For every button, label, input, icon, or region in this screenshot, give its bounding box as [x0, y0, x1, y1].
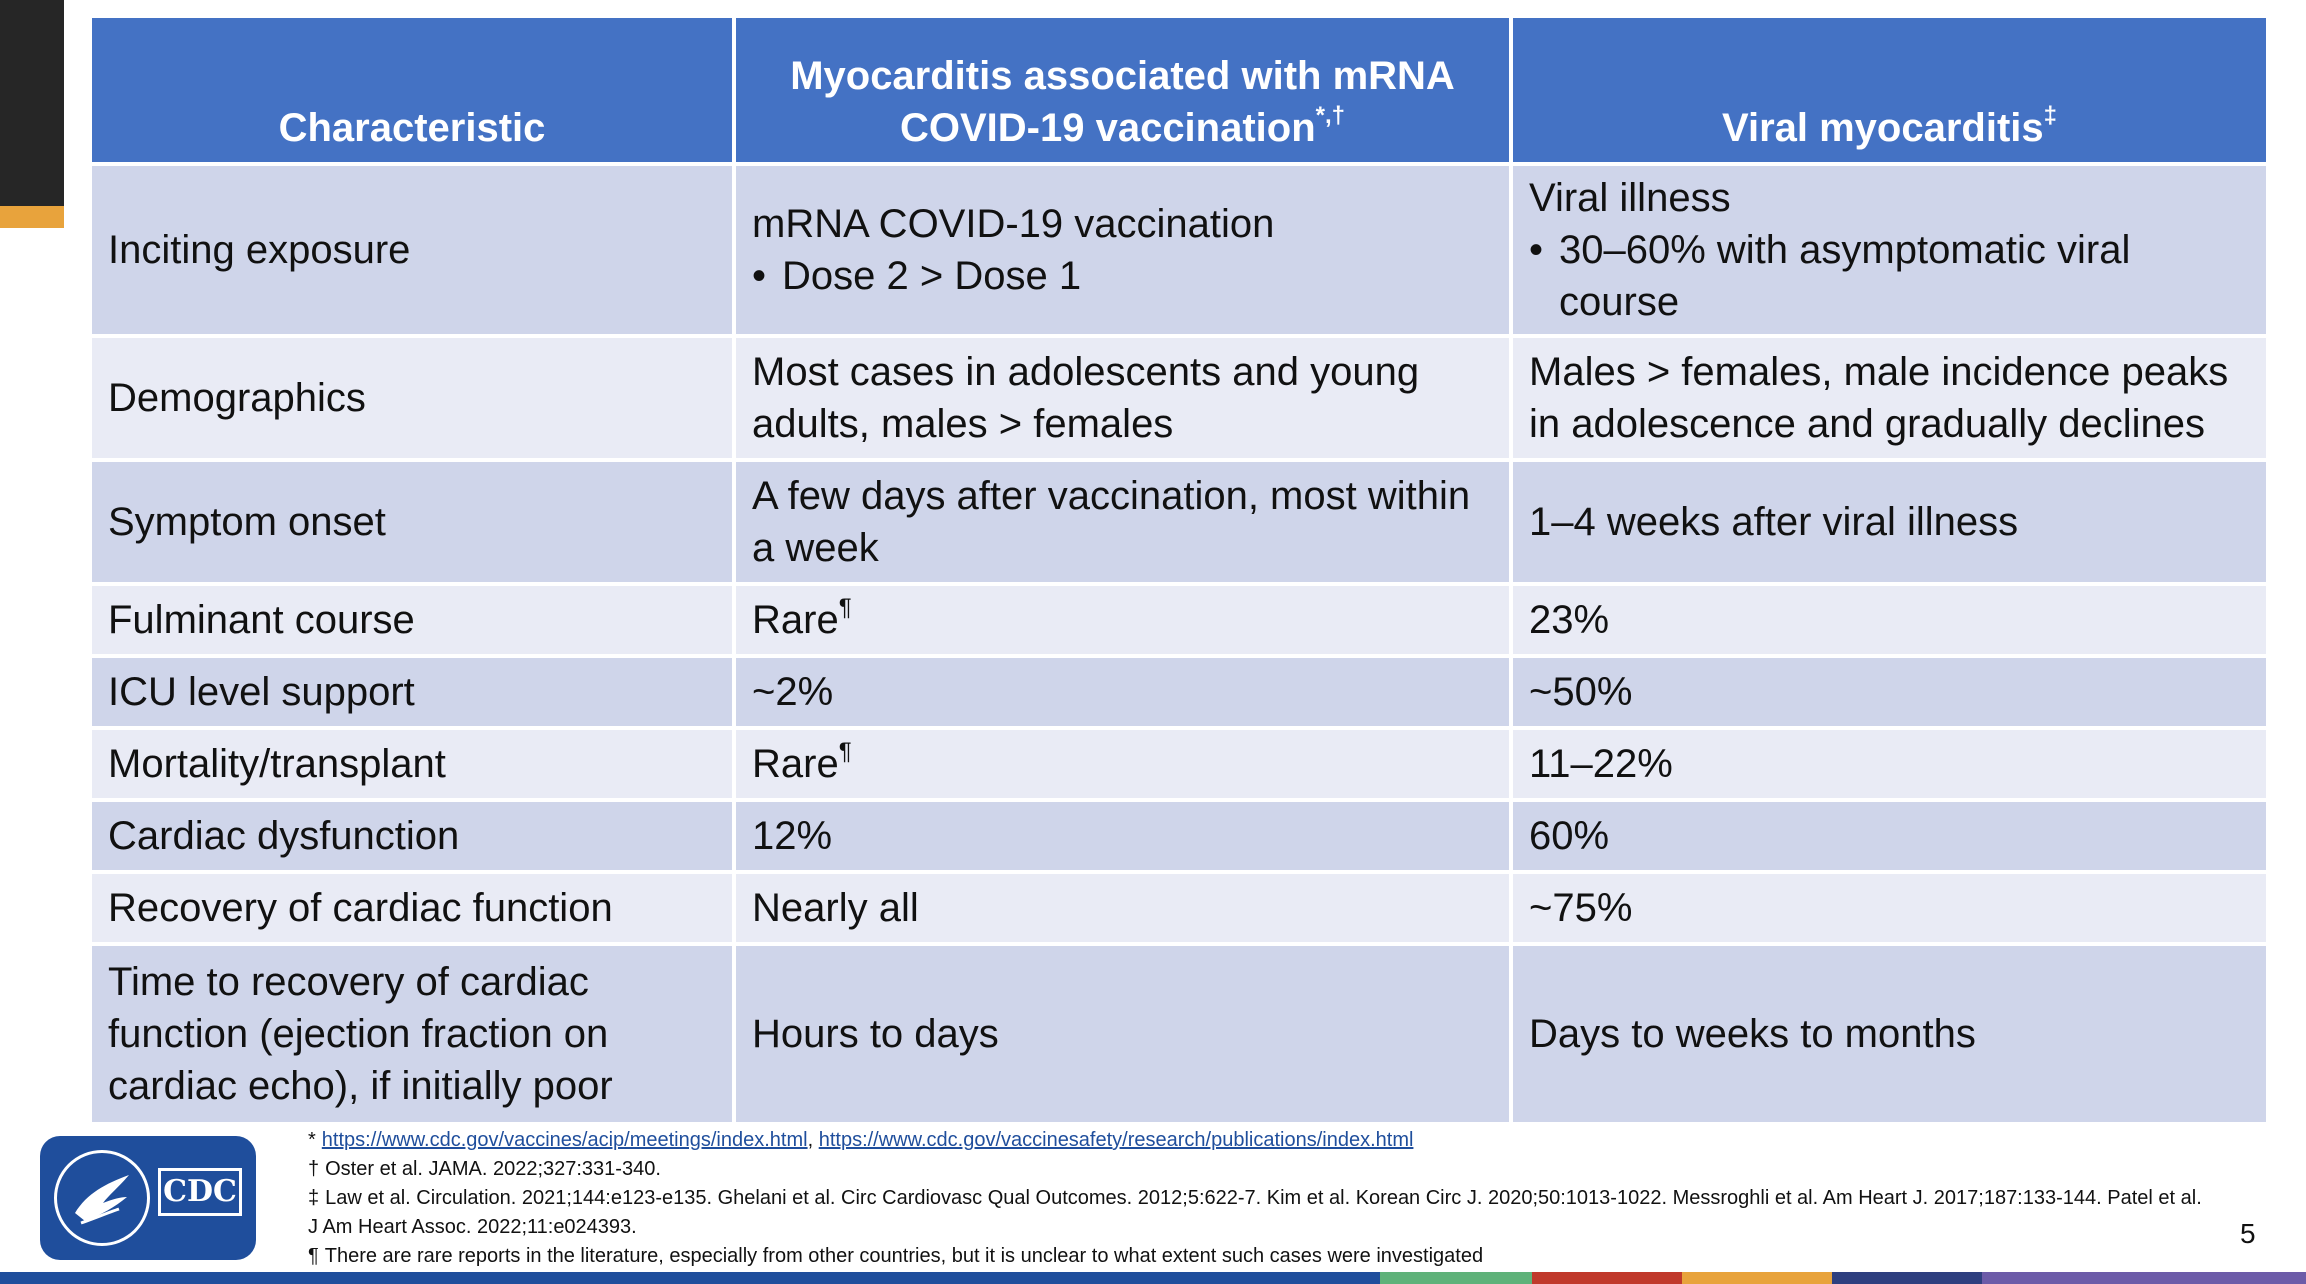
- cell-viral: 60%: [1509, 798, 2270, 874]
- footnote-mark: *: [308, 1129, 316, 1151]
- header-viral-sup: ‡: [2043, 101, 2057, 129]
- table-row: Symptom onset A few days after vaccinati…: [88, 458, 2270, 586]
- header-vaccine-sup: *,†: [1315, 101, 1346, 129]
- footnote-mark: ‡: [308, 1187, 320, 1209]
- hhs-seal-icon: [54, 1150, 150, 1246]
- header-characteristic: Characteristic: [88, 14, 736, 166]
- table-row: Cardiac dysfunction 12% 60%: [88, 798, 2270, 874]
- table-row: Inciting exposure mRNA COVID-19 vaccinat…: [88, 162, 2270, 338]
- bottom-bar-segment: [1982, 1272, 2306, 1284]
- cell-vaccine: Nearly all: [732, 870, 1513, 946]
- bottom-bar-segment: [1532, 1272, 1682, 1284]
- cell-viral-bullets: 30–60% with asymptomatic viral course: [1529, 224, 2250, 328]
- cell-characteristic: Cardiac dysfunction: [88, 798, 736, 874]
- cell-characteristic: Demographics: [88, 334, 736, 462]
- comparison-table: Characteristic Myocarditis associated wi…: [88, 14, 2270, 1126]
- header-row: Characteristic Myocarditis associated wi…: [88, 14, 2270, 166]
- footnote-mark: ¶: [308, 1245, 319, 1267]
- cell-characteristic: Symptom onset: [88, 458, 736, 586]
- header-viral-label: Viral myocarditis: [1722, 106, 2044, 150]
- footnotes: * https://www.cdc.gov/vaccines/acip/meeti…: [308, 1126, 2208, 1271]
- cell-characteristic: Inciting exposure: [88, 162, 736, 338]
- cell-viral: Males > females, male incidence peaks in…: [1509, 334, 2270, 462]
- table-row: Time to recovery of cardiac function (ej…: [88, 942, 2270, 1126]
- cell-vaccine-main: mRNA COVID-19 vaccination: [752, 202, 1275, 246]
- footnote-separator: ,: [807, 1129, 814, 1151]
- cell-vaccine: Hours to days: [732, 942, 1513, 1126]
- cell-characteristic: Recovery of cardiac function: [88, 870, 736, 946]
- cell-characteristic: Fulminant course: [88, 582, 736, 658]
- cell-viral-main: Viral illness: [1529, 176, 1731, 220]
- footnote-text: Law et al. Circulation. 2021;144:e123-e1…: [308, 1187, 2202, 1238]
- footnote-mark: †: [308, 1158, 320, 1180]
- cell-vaccine-bullets: Dose 2 > Dose 1: [752, 250, 1493, 302]
- cell-vaccine-sup: ¶: [838, 593, 852, 621]
- cell-vaccine-text: Rare: [752, 598, 839, 642]
- footnote-link-acip[interactable]: https://www.cdc.gov/vaccines/acip/meetin…: [321, 1129, 808, 1151]
- footnote-3: ‡ Law et al. Circulation. 2021;144:e123-e…: [308, 1184, 2208, 1242]
- footnote-1: * https://www.cdc.gov/vaccines/acip/meeti…: [308, 1126, 2208, 1155]
- cell-viral: 23%: [1509, 582, 2270, 658]
- cell-vaccine: mRNA COVID-19 vaccination Dose 2 > Dose …: [732, 162, 1513, 338]
- cdc-wordmark: CDC: [158, 1168, 242, 1216]
- cell-characteristic: Time to recovery of cardiac function (ej…: [88, 942, 736, 1126]
- cell-vaccine: Rare¶: [732, 726, 1513, 802]
- sidebar-accent-dark: [0, 0, 64, 206]
- cell-vaccine-sup: ¶: [838, 737, 852, 765]
- cell-viral: Days to weeks to months: [1509, 942, 2270, 1126]
- sidebar-accent-gold: [0, 206, 64, 228]
- cell-viral: 11–22%: [1509, 726, 2270, 802]
- header-vaccine: Myocarditis associated with mRNA COVID-1…: [732, 14, 1513, 166]
- cell-vaccine: A few days after vaccination, most withi…: [732, 458, 1513, 586]
- footnote-link-vaccinesafety[interactable]: https://www.cdc.gov/vaccinesafety/resear…: [818, 1129, 1414, 1151]
- table-row: Recovery of cardiac function Nearly all …: [88, 870, 2270, 946]
- bullet-item: Dose 2 > Dose 1: [752, 250, 1493, 302]
- footnote-4: ¶ There are rare reports in the literatur…: [308, 1242, 2208, 1271]
- cell-viral: Viral illness 30–60% with asymptomatic v…: [1509, 162, 2270, 338]
- table-container: Characteristic Myocarditis associated wi…: [88, 14, 2270, 1126]
- cdc-logo: CDC: [40, 1136, 256, 1260]
- page-number: 5: [2240, 1218, 2256, 1249]
- cell-viral: ~75%: [1509, 870, 2270, 946]
- cell-vaccine: Most cases in adolescents and young adul…: [732, 334, 1513, 462]
- cell-vaccine: ~2%: [732, 654, 1513, 730]
- cell-viral: ~50%: [1509, 654, 2270, 730]
- cell-viral: 1–4 weeks after viral illness: [1509, 458, 2270, 586]
- table-row: ICU level support ~2% ~50%: [88, 654, 2270, 730]
- table-row: Mortality/transplant Rare¶ 11–22%: [88, 726, 2270, 802]
- cell-vaccine: 12%: [732, 798, 1513, 874]
- footnote-2: † Oster et al. JAMA. 2022;327:331-340.: [308, 1155, 2208, 1184]
- bottom-bar-segment: [1832, 1272, 1982, 1284]
- header-vaccine-line1: Myocarditis associated with mRNA: [790, 54, 1455, 98]
- cell-vaccine-text: Rare: [752, 742, 839, 786]
- hhs-eagle-icon: [75, 1175, 129, 1225]
- table-row: Demographics Most cases in adolescents a…: [88, 334, 2270, 462]
- cell-characteristic: Mortality/transplant: [88, 726, 736, 802]
- table-row: Fulminant course Rare¶ 23%: [88, 582, 2270, 658]
- cell-characteristic: ICU level support: [88, 654, 736, 730]
- bullet-item: 30–60% with asymptomatic viral course: [1529, 224, 2250, 328]
- bottom-bar-segment: [0, 1272, 1380, 1284]
- bottom-bar-segment: [1380, 1272, 1532, 1284]
- header-characteristic-label: Characteristic: [278, 106, 546, 150]
- footnote-text: Oster et al. JAMA. 2022;327:331-340.: [325, 1158, 661, 1180]
- bottom-color-bar: [0, 1272, 2306, 1284]
- bottom-bar-segment: [1682, 1272, 1832, 1284]
- footnote-text: There are rare reports in the literature…: [324, 1245, 1484, 1267]
- header-viral: Viral myocarditis‡: [1509, 14, 2270, 166]
- cell-vaccine: Rare¶: [732, 582, 1513, 658]
- header-vaccine-line2: COVID-19 vaccination: [899, 106, 1316, 150]
